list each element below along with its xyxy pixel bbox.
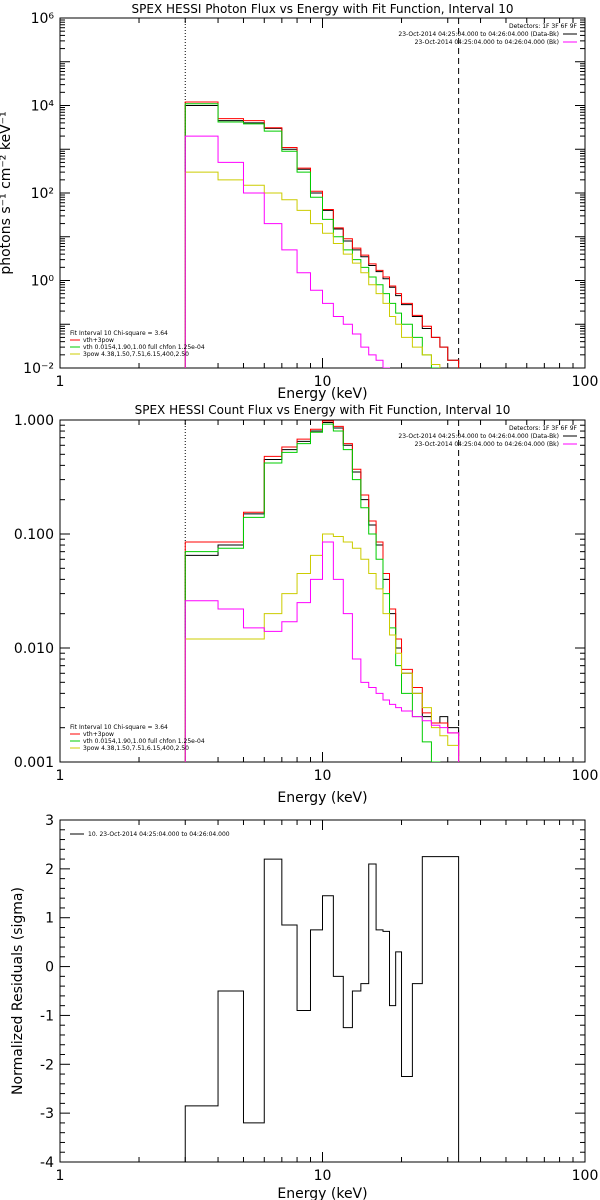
- fit-info: Fit Interval 10 Chi-square = 3.64: [70, 330, 168, 337]
- fit-entry-label: 3pow 4.38,1.50,7.51,6.15,400,2.50: [83, 351, 189, 358]
- legend-entry-label: 10. 23-Oct-2014 04:25:04.000 to 04:26:04…: [88, 831, 230, 838]
- y-axis-label: photons s⁻¹ cm⁻² keV⁻¹: [0, 111, 14, 274]
- x-tick-label: 100: [572, 374, 599, 390]
- series-vth-3pow-line: [184, 101, 460, 368]
- y-tick-label: 1.000: [14, 413, 54, 429]
- y-axis-ticks: 0.001 0.010 0.100 1.000: [14, 413, 585, 771]
- y-tick-label: 10⁶: [31, 11, 55, 27]
- plot-area: [184, 18, 460, 368]
- x-axis-label: Energy (keV): [277, 790, 367, 806]
- x-tick-label: 10: [314, 1168, 332, 1184]
- legend: 10. 23-Oct-2014 04:25:04.000 to 04:26:04…: [70, 831, 230, 838]
- series-data-bk-line: [184, 105, 460, 368]
- legend-header: Detectors: 1F 3F 6F 9F: [509, 23, 578, 30]
- fit-legend: Fit Interval 10 Chi-square = 3.64vth+3po…: [70, 330, 205, 358]
- y-axis-ticks: -4 -3 -2 -1 0 1 2 3: [40, 813, 585, 1171]
- y-tick-label: 0.001: [14, 755, 54, 771]
- fit-legend: Fit Interval 10 Chi-square = 3.64vth+3po…: [70, 724, 205, 752]
- y-tick-label: -4: [40, 1155, 54, 1171]
- y-tick-label: 10⁴: [31, 99, 55, 115]
- series-bk-line: [184, 541, 460, 762]
- fit-entry-label: vth+3pow: [83, 337, 114, 344]
- y-axis-label: Normalized Residuals (sigma): [10, 887, 26, 1095]
- y-tick-label: -2: [40, 1057, 54, 1073]
- y-tick-label: 0.010: [14, 641, 54, 657]
- y-tick-label: 0: [45, 960, 54, 976]
- legend-header: Detectors: 1F 3F 6F 9F: [509, 425, 578, 432]
- chart-panel-3: Energy (keV) Normalized Residuals (sigma)…: [10, 813, 598, 1200]
- x-tick-label: 100: [572, 1168, 599, 1184]
- x-tick-label: 1: [56, 768, 65, 784]
- chart-panel-1: SPEX HESSI Photon Flux vs Energy with Fi…: [0, 2, 598, 402]
- y-tick-label: 10⁰: [31, 274, 55, 290]
- y-tick-label: 1: [45, 911, 54, 927]
- legend-entry-label: 23-Oct-2014 04:25:04.000 to 04:26:04.000…: [398, 433, 559, 440]
- x-tick-label: 10: [314, 768, 332, 784]
- y-tick-label: 2: [45, 862, 54, 878]
- chart-panel-2: SPEX HESSI Count Flux vs Energy with Fit…: [14, 403, 598, 806]
- x-tick-label: 100: [572, 768, 599, 784]
- legend-entry-label: 23-Oct-2014 04:25:04.000 to 04:26:04.000…: [415, 441, 559, 448]
- plot-area: [184, 856, 460, 1162]
- fit-entry-label: vth 0.0154,1.90,1.00 full chfon 1.25e-04: [83, 738, 205, 745]
- chart-title: SPEX HESSI Count Flux vs Energy with Fit…: [135, 403, 511, 417]
- y-tick-label: -1: [40, 1008, 54, 1024]
- legend-entry-label: 23-Oct-2014 04:25:04.000 to 04:26:04.000…: [398, 31, 559, 38]
- fit-entry-label: vth 0.0154,1.90,1.00 full chfon 1.25e-04: [83, 344, 205, 351]
- series-vth-3pow-line: [184, 420, 460, 762]
- y-axis-ticks: 10⁻² 10⁰ 10² 10⁴ 10⁶: [23, 11, 585, 377]
- series-data-bk-line: [184, 422, 460, 762]
- y-tick-label: 10⁻²: [23, 361, 54, 377]
- series-residuals-line: [184, 856, 460, 1162]
- chart-title: SPEX HESSI Photon Flux vs Energy with Fi…: [132, 2, 514, 16]
- plot-frame: [59, 819, 586, 1163]
- fit-info: Fit Interval 10 Chi-square = 3.64: [70, 724, 168, 731]
- x-axis-ticks: 1 10 100: [56, 820, 599, 1184]
- plot-frame: [59, 419, 586, 763]
- y-tick-label: 3: [45, 813, 54, 829]
- series-3pow-line: [184, 171, 441, 368]
- fit-entry-label: vth+3pow: [83, 731, 114, 738]
- legend-entry-label: 23-Oct-2014 04:25:04.000 to 04:26:04.000…: [415, 39, 559, 46]
- series-vth-line: [184, 103, 441, 368]
- x-tick-label: 10: [314, 374, 332, 390]
- x-tick-label: 1: [56, 1168, 65, 1184]
- fit-entry-label: 3pow 4.38,1.50,7.51,6.15,400,2.50: [83, 745, 189, 752]
- x-axis-label: Energy (keV): [277, 1186, 367, 1200]
- x-tick-label: 1: [56, 374, 65, 390]
- series-3pow-line: [184, 533, 460, 762]
- series-vth-line: [184, 423, 441, 762]
- y-tick-label: 10²: [31, 186, 54, 202]
- y-tick-label: 0.100: [14, 527, 54, 543]
- x-axis-ticks: 1 10 100: [56, 420, 599, 784]
- y-tick-label: -3: [40, 1106, 54, 1122]
- series-bk-line: [184, 135, 391, 368]
- x-axis-ticks: 1 10 100: [56, 18, 599, 390]
- x-axis-label: Energy (keV): [277, 386, 367, 402]
- plot-area: [184, 420, 460, 762]
